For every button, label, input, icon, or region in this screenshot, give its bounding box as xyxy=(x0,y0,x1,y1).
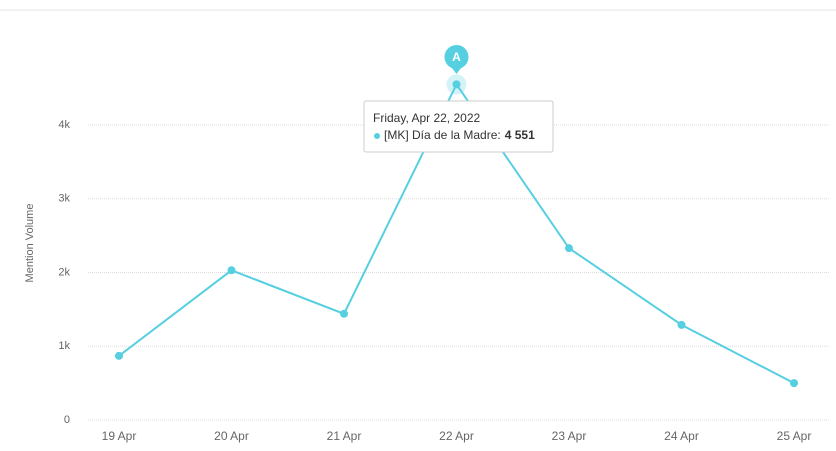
annotation-label: A xyxy=(452,50,461,64)
y-tick-label: 0 xyxy=(64,414,70,426)
tooltip-series-name: [MK] Día de la Madre: xyxy=(384,128,501,142)
x-tick-label: 19 Apr xyxy=(102,429,137,443)
point xyxy=(452,80,461,89)
point xyxy=(677,320,686,329)
x-tick-label: 23 Apr xyxy=(552,429,587,443)
tooltip-title: Friday, Apr 22, 2022 xyxy=(373,111,481,125)
x-tick-label: 22 Apr xyxy=(439,429,474,443)
y-tick-label: 2k xyxy=(58,266,70,278)
y-tick-label: 3k xyxy=(58,193,70,205)
tooltip-value: 4 551 xyxy=(505,128,535,142)
point xyxy=(340,309,348,318)
y-tick-label: 1k xyxy=(58,340,70,352)
x-tick-label: 24 Apr xyxy=(664,429,699,443)
point xyxy=(565,244,573,253)
annotation-marker xyxy=(444,45,469,69)
x-tick-label: 20 Apr xyxy=(214,429,249,443)
point xyxy=(227,266,236,275)
point xyxy=(790,379,798,388)
y-axis-label: Mention Volume xyxy=(24,204,36,283)
tooltip-swatch xyxy=(374,133,380,139)
tooltip-box xyxy=(363,100,554,153)
tooltip: Friday, Apr 22, 2022 [MK] Día de la Madre… xyxy=(363,100,554,153)
x-tick-label: 21 Apr xyxy=(327,429,362,443)
y-tick-label: 4k xyxy=(58,119,70,131)
x-tick-label: 25 Apr xyxy=(777,429,812,443)
point xyxy=(115,351,123,360)
tooltip-series: [MK] Día de la Madre: 4 551 xyxy=(384,128,535,142)
